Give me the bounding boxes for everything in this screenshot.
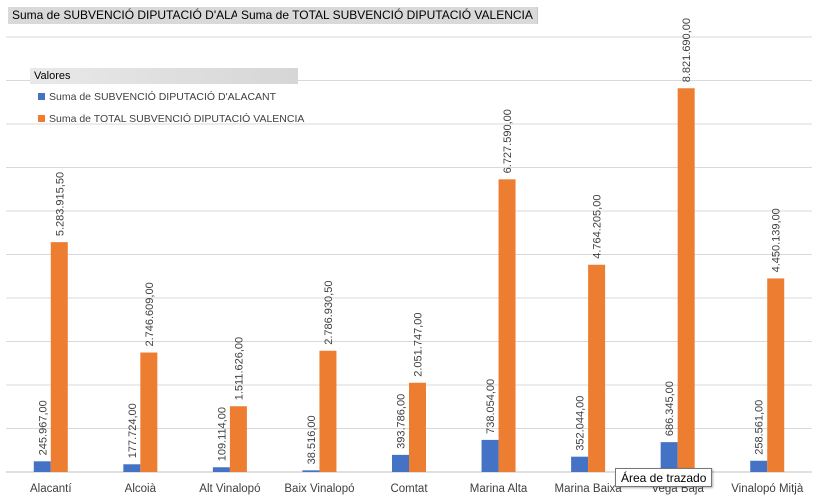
category-label: Comtat: [390, 483, 428, 495]
field-button-series1[interactable]: Suma de SUBVENCIÓ DIPUTACIÓ D'ALACANT: [8, 7, 277, 24]
data-label: 2.786.930,50: [323, 281, 335, 345]
plot-area-tooltip: Área de trazado: [615, 468, 713, 487]
data-label: 245.967,00: [37, 400, 49, 455]
bar-valencia[interactable]: [50, 242, 68, 472]
bar-valencia[interactable]: [229, 406, 247, 472]
bar-alacant[interactable]: [212, 467, 230, 472]
bar-valencia[interactable]: [140, 352, 158, 472]
bar-valencia[interactable]: [319, 350, 337, 472]
data-labels: 245.967,00 5.283.915,50 177.724,00 2.746.60…: [37, 18, 782, 464]
data-label: 109.114,00: [216, 407, 228, 461]
legend-label: Suma de SUBVENCIÓ DIPUTACIÓ D'ALACANT: [49, 91, 277, 103]
bar-alacant[interactable]: [571, 456, 589, 472]
bar-valencia[interactable]: [588, 264, 606, 472]
data-label: 5.283.915,50: [54, 172, 66, 236]
category-label: Baix Vinalopó: [284, 483, 354, 495]
legend-swatch-icon: [38, 93, 45, 100]
legend-swatch-icon: [38, 115, 45, 122]
legend-title[interactable]: Valores: [30, 68, 298, 84]
category-label: Alt Vinalopó: [199, 483, 260, 495]
data-label: 4.450.139,00: [771, 208, 783, 272]
bar-valencia[interactable]: [767, 278, 785, 472]
data-label: 352.044,00: [575, 396, 587, 451]
category-label: Marina Baixa: [555, 483, 623, 495]
bars: [33, 88, 785, 473]
data-label: 4.764.205,00: [592, 195, 604, 259]
bar-valencia[interactable]: [409, 382, 426, 472]
data-label: 6.727.590,00: [502, 109, 514, 173]
data-label: 686.345,00: [664, 381, 676, 436]
data-label: 393.786,00: [396, 394, 408, 449]
data-label: 2.051.747,00: [413, 313, 425, 377]
category-label: Vinalopó Mitjà: [731, 483, 804, 495]
data-label: 258.561,00: [754, 400, 766, 455]
data-label: 2.746.609,00: [144, 282, 156, 346]
bar-alacant[interactable]: [481, 439, 499, 472]
legend-label: Suma de TOTAL SUBVENCIÓ DIPUTACIÓ VALENC…: [49, 113, 305, 125]
field-button-series2[interactable]: Suma de TOTAL SUBVENCIÓ DIPUTACIÓ VALENC…: [237, 7, 538, 24]
category-label: Marina Alta: [470, 483, 528, 495]
data-label: 177.724,00: [127, 403, 139, 458]
bar-valencia[interactable]: [498, 179, 516, 472]
bar-valencia[interactable]: [677, 88, 695, 473]
bar-alacant[interactable]: [33, 461, 51, 472]
bar-alacant[interactable]: [750, 460, 768, 472]
data-label: 1.511.626,00: [233, 337, 245, 400]
bar-alacant[interactable]: [660, 442, 678, 472]
data-label: 738.054,00: [485, 379, 497, 434]
category-label: Alcoià: [125, 483, 157, 495]
bar-alacant[interactable]: [123, 464, 141, 472]
legend-item-series2[interactable]: Suma de TOTAL SUBVENCIÓ DIPUTACIÓ VALENC…: [38, 113, 304, 125]
category-label: Alacantí: [30, 483, 72, 495]
legend-item-series1[interactable]: Suma de SUBVENCIÓ DIPUTACIÓ D'ALACANT: [38, 91, 276, 103]
data-label: 38.516,00: [306, 415, 318, 464]
data-label: 8.821.690,00: [681, 18, 693, 82]
bar-alacant[interactable]: [302, 470, 320, 472]
bar-alacant[interactable]: [392, 454, 409, 472]
